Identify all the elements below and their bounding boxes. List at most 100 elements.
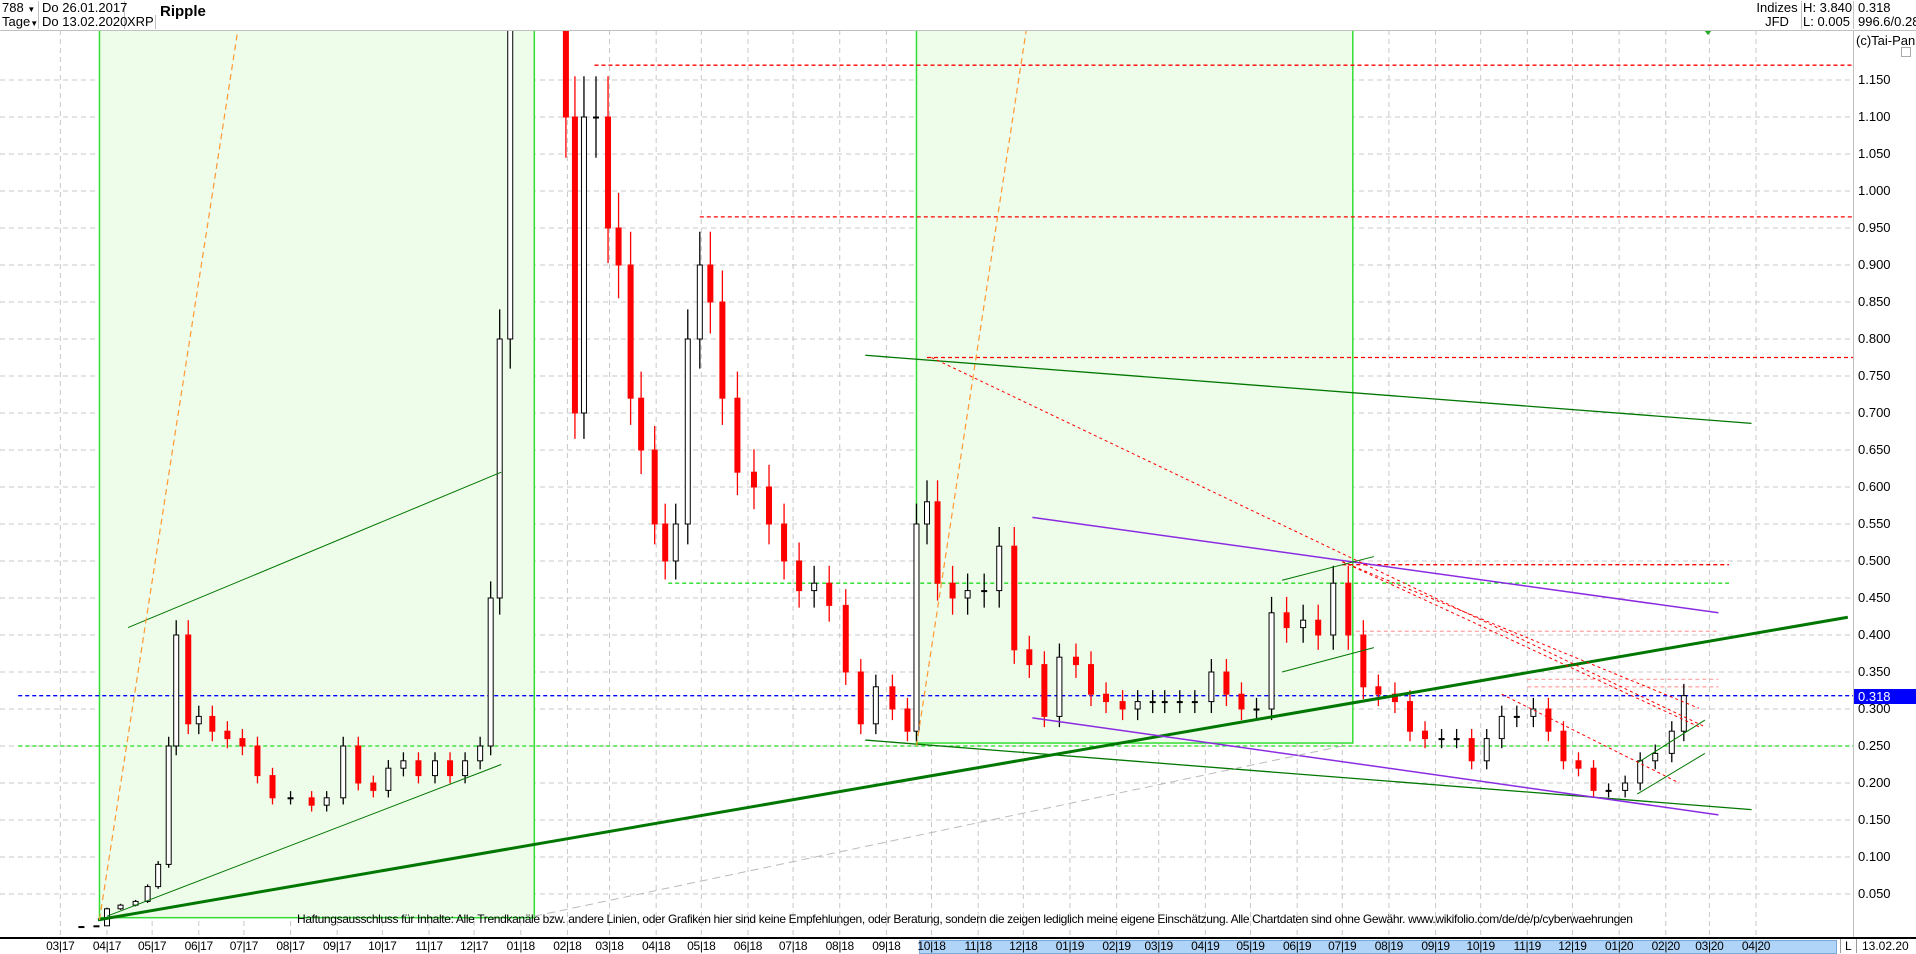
price-tick-label: 0.800 bbox=[1858, 331, 1891, 346]
candle bbox=[662, 523, 669, 562]
month-tick-label: 01|20 bbox=[1604, 939, 1634, 953]
price-tick-label: 0.550 bbox=[1858, 516, 1891, 531]
candle bbox=[340, 745, 347, 799]
candle bbox=[1253, 708, 1260, 711]
candle bbox=[1088, 664, 1095, 695]
candle bbox=[496, 338, 503, 599]
month-tick-label: 07|19 bbox=[1328, 939, 1357, 953]
candle bbox=[209, 715, 216, 732]
month-tick-label: 01|18 bbox=[506, 939, 536, 953]
candle bbox=[224, 730, 231, 740]
candle bbox=[889, 686, 896, 710]
date-from[interactable]: Do 26.01.2017 bbox=[42, 0, 128, 15]
candle bbox=[627, 264, 634, 399]
candle bbox=[1605, 789, 1612, 792]
price-tick-label: 0.650 bbox=[1858, 442, 1891, 457]
candle bbox=[605, 116, 612, 229]
candle bbox=[1149, 701, 1156, 704]
price-tick-label: 0.700 bbox=[1858, 405, 1891, 420]
trend-line bbox=[865, 354, 1752, 425]
candle bbox=[415, 760, 422, 777]
month-tick-label: 05|17 bbox=[137, 939, 167, 953]
candle bbox=[287, 797, 294, 800]
price-tick-label: 1.000 bbox=[1858, 183, 1891, 198]
candle bbox=[173, 634, 180, 747]
candle bbox=[1652, 752, 1659, 762]
month-tick-label: 09|17 bbox=[323, 939, 352, 953]
highlight-zones bbox=[98, 30, 1354, 919]
candle bbox=[826, 582, 833, 606]
month-tick-label: 08|17 bbox=[276, 939, 305, 953]
candle bbox=[1119, 701, 1126, 710]
candle bbox=[1072, 656, 1079, 666]
candle bbox=[355, 745, 362, 784]
candle bbox=[872, 686, 879, 725]
candle bbox=[144, 886, 151, 902]
price-tick-label: 0.050 bbox=[1858, 886, 1891, 901]
candle bbox=[487, 597, 494, 747]
candle bbox=[1300, 619, 1307, 629]
candle bbox=[1575, 760, 1582, 769]
marker-triangle-icon bbox=[1704, 30, 1712, 35]
scale-mode-toggle[interactable]: L bbox=[1840, 939, 1857, 953]
candle bbox=[269, 775, 276, 799]
interval-select[interactable]: Tage▼ bbox=[0, 15, 39, 29]
candle bbox=[924, 501, 931, 525]
collapse-icon[interactable] bbox=[1901, 47, 1911, 57]
candle bbox=[571, 116, 578, 414]
candle bbox=[1530, 708, 1537, 717]
month-tick-label: 12|19 bbox=[1558, 939, 1587, 953]
price-tick-label: 0.500 bbox=[1858, 553, 1891, 568]
month-tick-label: 02|19 bbox=[1102, 939, 1131, 953]
month-tick-label: 03|18 bbox=[595, 939, 624, 953]
month-tick-label: 03|19 bbox=[1144, 939, 1174, 953]
date-to[interactable]: Do 13.02.2020 bbox=[42, 14, 128, 29]
month-tick-label: 03|17 bbox=[46, 939, 75, 953]
trend-line bbox=[931, 357, 1706, 728]
candle bbox=[949, 582, 956, 599]
month-tick-label: 11|18 bbox=[964, 939, 992, 953]
candle bbox=[1161, 701, 1168, 704]
month-tick-label: 04|19 bbox=[1191, 939, 1220, 953]
candle bbox=[562, 30, 569, 118]
candle bbox=[1483, 738, 1490, 762]
candle bbox=[78, 926, 85, 929]
trend-line bbox=[865, 739, 1752, 811]
month-tick-label: 10|19 bbox=[1466, 939, 1496, 953]
price-tick-label: 0.850 bbox=[1858, 294, 1891, 309]
candle bbox=[811, 582, 818, 592]
month-tick-label: 02|20 bbox=[1651, 939, 1681, 953]
candle bbox=[707, 264, 714, 303]
month-tick-label: 10|18 bbox=[917, 939, 946, 953]
candle bbox=[1680, 695, 1687, 732]
price-tick-label: 0.300 bbox=[1858, 701, 1891, 716]
candle bbox=[1011, 545, 1018, 651]
candle bbox=[766, 486, 773, 525]
candle bbox=[981, 590, 988, 593]
month-tick-label: 12|17 bbox=[459, 939, 489, 953]
candle bbox=[696, 264, 703, 340]
candle bbox=[195, 715, 202, 725]
month-tick-label: 06|19 bbox=[1282, 939, 1312, 953]
candle bbox=[1590, 767, 1597, 791]
candle bbox=[1208, 671, 1215, 703]
highlight-zone bbox=[98, 30, 536, 919]
price-tick-label: 0.100 bbox=[1858, 849, 1891, 864]
candle bbox=[1041, 664, 1048, 717]
candle bbox=[796, 560, 803, 592]
low-value: L: 0.005 bbox=[1801, 15, 1854, 29]
interval-value: Tage bbox=[2, 14, 31, 29]
symbol: XRP bbox=[125, 15, 156, 29]
candle bbox=[1453, 738, 1460, 741]
price-tick-label: 0.350 bbox=[1858, 664, 1891, 679]
candle bbox=[323, 797, 330, 806]
candle bbox=[1191, 701, 1198, 704]
candle bbox=[1468, 738, 1475, 762]
candle bbox=[507, 30, 514, 340]
chart-title: Ripple bbox=[160, 3, 206, 20]
candle bbox=[1375, 686, 1382, 695]
month-tick-label: 07|18 bbox=[778, 939, 808, 953]
price-tick-label: 0.950 bbox=[1858, 220, 1891, 235]
period-select[interactable]: 788 ▼ bbox=[0, 1, 39, 15]
